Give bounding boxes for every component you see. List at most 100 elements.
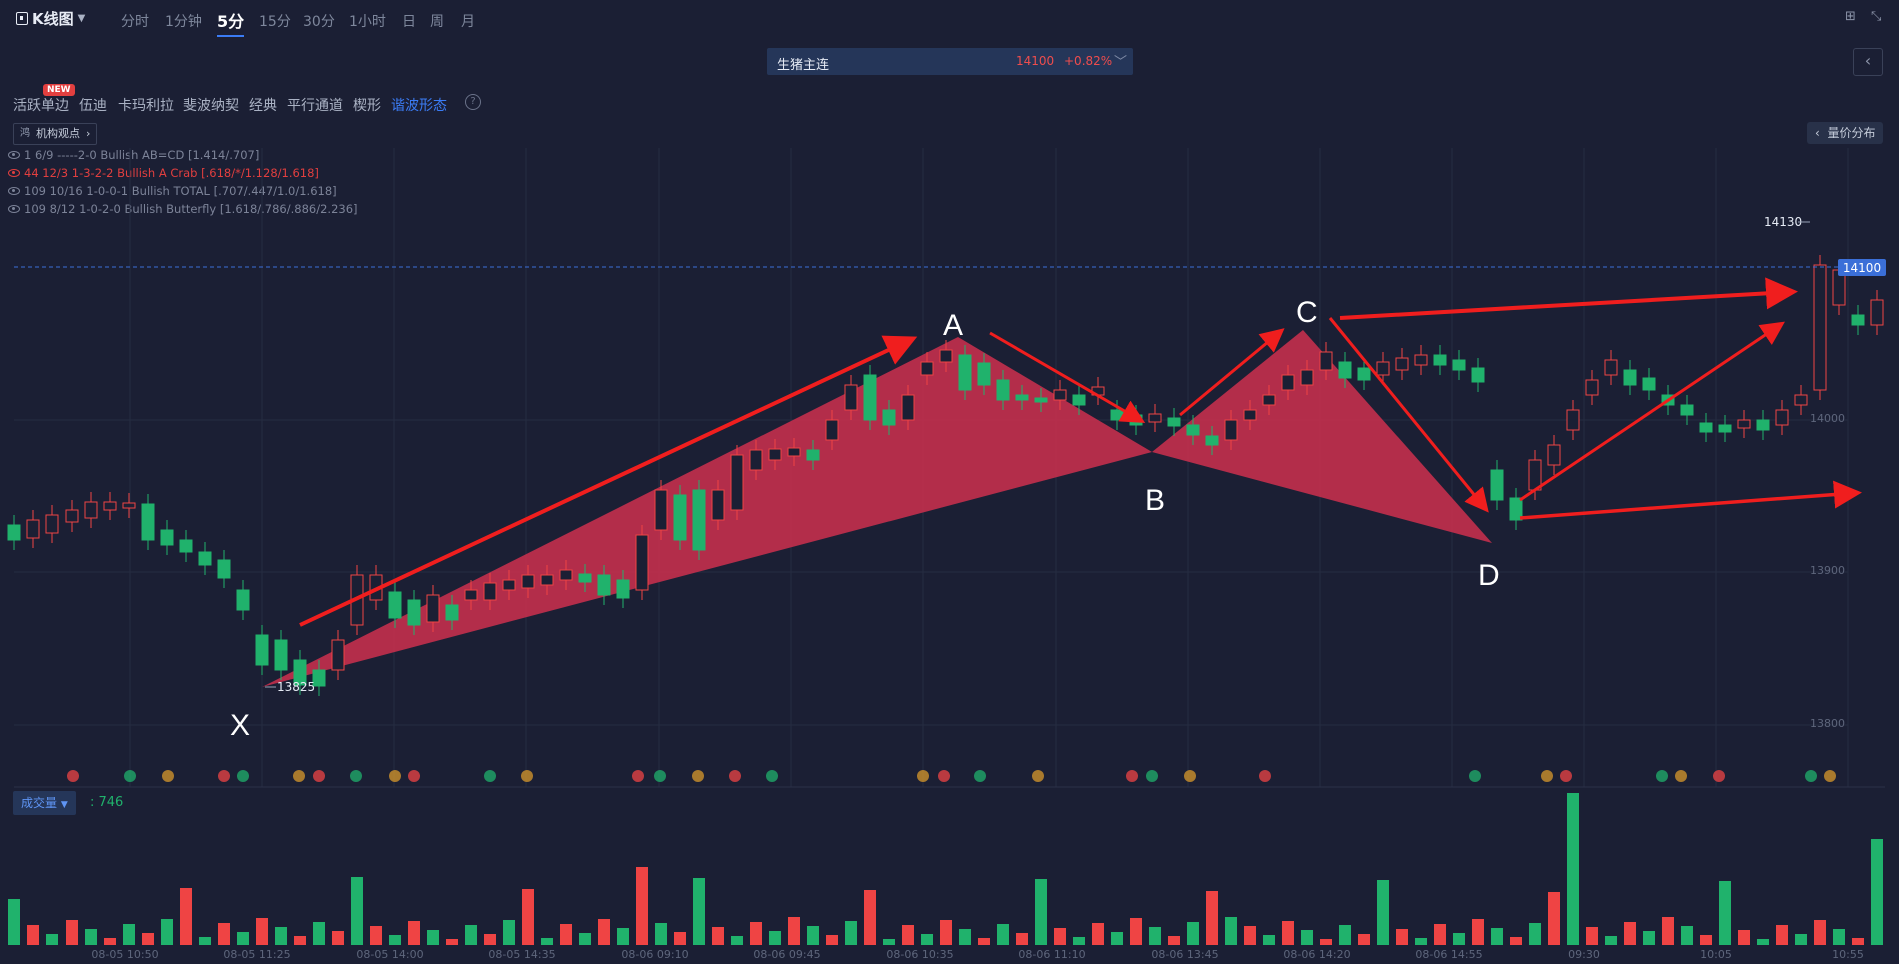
timeframe-tab[interactable]: 15分: [259, 14, 291, 30]
tool-item[interactable]: 活跃单边: [13, 98, 69, 114]
volume-bar: [1339, 925, 1351, 945]
institution-view-button[interactable]: 鸿 机构观点 ›: [13, 123, 98, 145]
eye-icon[interactable]: [8, 169, 20, 177]
pattern-triangle-xab: [262, 337, 1152, 687]
eye-hidden-icon[interactable]: [8, 151, 20, 159]
timeframe-tab[interactable]: 30分: [303, 14, 335, 30]
pattern-row[interactable]: 109 10/16 1-0-0-1 Bullish TOTAL [.707/.4…: [8, 182, 358, 200]
symbol-change: +0.82%: [1064, 54, 1113, 68]
point-label-d: D: [1478, 559, 1500, 592]
timeframe-tab[interactable]: 1分钟: [165, 14, 202, 30]
volume-bar: [1852, 938, 1864, 945]
timeframe-tab[interactable]: 月: [461, 14, 475, 30]
collapse-panel-button[interactable]: ‹: [1853, 48, 1883, 76]
chevron-right-icon: ›: [86, 127, 91, 140]
candle-body: [217, 559, 231, 579]
top-toolbar: K线图 ▼ 分时 1分钟 5分 15分 30分 1小时 日 周 月 ⊞ ⤡: [0, 0, 1899, 38]
volume-bar: [104, 938, 116, 945]
timeframe-tab[interactable]: 1小时: [349, 14, 386, 30]
candle-body: [26, 519, 40, 539]
signal-marker-icon: [1146, 770, 1158, 782]
volume-bar: [199, 937, 211, 945]
candle-body: [464, 589, 478, 601]
candle-body: [1623, 369, 1637, 386]
volume-bar: [1187, 922, 1199, 945]
timeframe-tab[interactable]: 分时: [121, 14, 149, 30]
candle-body: [198, 551, 212, 566]
tool-item[interactable]: 伍迪: [79, 98, 107, 114]
tool-item[interactable]: 平行通道: [287, 98, 343, 114]
volume-bar: [161, 919, 173, 945]
volume-bar: [313, 922, 325, 945]
volume-bar: [1529, 923, 1541, 945]
time-axis-tick: 08-06 14:55: [1415, 948, 1482, 961]
volume-bar: [541, 938, 553, 945]
chart-type-selector[interactable]: K线图 ▼: [16, 8, 85, 29]
time-axis-tick: 08-05 10:50: [91, 948, 158, 961]
candle-body: [1395, 357, 1409, 371]
volume-bar: [389, 935, 401, 945]
volume-bar: [427, 930, 439, 945]
volume-indicator-label: 成交量: [21, 796, 58, 810]
candle-body: [1490, 469, 1504, 501]
candle-body: [673, 494, 687, 541]
signal-marker-icon: [917, 770, 929, 782]
symbol-selector[interactable]: 生猪主连 14100 +0.82% ﹀: [767, 48, 1133, 75]
volume-bar: [46, 934, 58, 945]
chevron-left-icon: ‹: [1864, 51, 1872, 70]
candle-body: [1452, 359, 1466, 371]
tool-item[interactable]: 卡玛利拉: [118, 98, 174, 114]
pattern-row[interactable]: 109 8/12 1-0-2-0 Bullish Butterfly [1.61…: [8, 200, 358, 218]
pattern-row[interactable]: 1 6/9 -----2-0 Bullish AB=CD [1.414/.707…: [8, 146, 358, 164]
volume-bar: [636, 867, 648, 945]
signal-marker-icon: [1824, 770, 1836, 782]
volume-bar: [237, 932, 249, 945]
timeframe-tab-active[interactable]: 5分: [217, 8, 245, 37]
volume-bar: [1054, 928, 1066, 945]
tool-item[interactable]: 经典: [249, 98, 277, 114]
volume-profile-button[interactable]: ‹ 量价分布: [1807, 122, 1884, 144]
tool-item[interactable]: 斐波纳契: [183, 98, 239, 114]
volume-bar: [1415, 938, 1427, 945]
volume-bar: [902, 925, 914, 945]
shrink-icon[interactable]: ⤡: [1871, 9, 1882, 24]
volume-bar: [864, 890, 876, 945]
volume-bar: [1491, 928, 1503, 945]
volume-bar: [826, 935, 838, 945]
candle-body: [882, 409, 896, 426]
price-axis-tick: 13900: [1810, 564, 1845, 577]
pattern-row-active[interactable]: 44 12/3 1-3-2-2 Bullish A Crab [.618/*/1…: [8, 164, 358, 182]
arrow-line: [989, 331, 1146, 424]
eye-hidden-icon[interactable]: [8, 187, 20, 195]
volume-bar: [1073, 937, 1085, 945]
candle-body: [787, 447, 801, 457]
volume-bar: [750, 922, 762, 945]
layout-grid-icon[interactable]: ⊞: [1845, 9, 1856, 24]
tool-item[interactable]: 楔形: [353, 98, 381, 114]
timeframe-tab[interactable]: 周: [430, 14, 444, 30]
candle-body: [1737, 419, 1751, 429]
signal-marker-icon: [938, 770, 950, 782]
eye-hidden-icon[interactable]: [8, 205, 20, 213]
help-icon[interactable]: ?: [465, 94, 481, 110]
point-label-c: C: [1296, 296, 1318, 329]
candle-body: [426, 594, 440, 623]
volume-bar: [1377, 880, 1389, 945]
volume-bar: [1871, 839, 1883, 945]
time-axis-tick: 08-05 11:25: [223, 948, 290, 961]
volume-bar: [1244, 926, 1256, 945]
volume-indicator-selector[interactable]: 成交量 ▼: [13, 791, 76, 815]
time-axis-tick: 08-05 14:35: [488, 948, 555, 961]
candle-body: [806, 449, 820, 461]
timeframe-tab[interactable]: 日: [402, 14, 416, 30]
signal-marker-icon: [1469, 770, 1481, 782]
tool-item-active[interactable]: 谐波形态: [391, 98, 447, 114]
candle-body: [1775, 409, 1789, 426]
volume-bar: [294, 936, 306, 945]
volume-bar: [370, 926, 382, 945]
volume-bar: [1510, 937, 1522, 945]
signal-marker-icon: [1184, 770, 1196, 782]
candle-body: [1585, 379, 1599, 396]
price-labels: 14000 13900 13800: [1810, 412, 1845, 730]
